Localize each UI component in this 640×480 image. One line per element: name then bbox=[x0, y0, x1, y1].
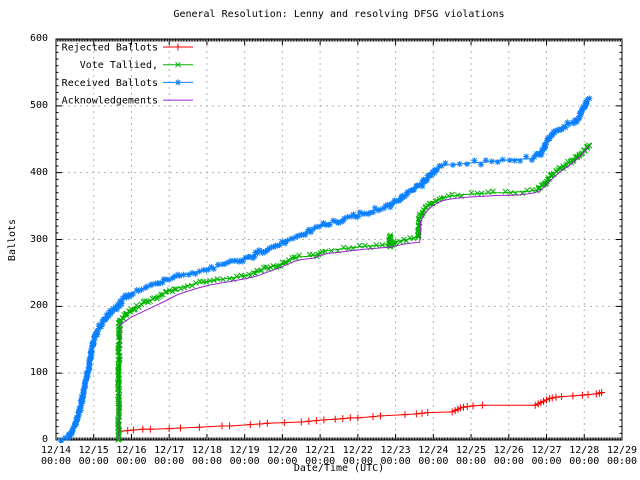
y-axis-label: Ballots bbox=[7, 218, 18, 262]
x-tick-label-12-20: 12/20 00:00 bbox=[267, 445, 298, 467]
y-tick-label-100: 100 bbox=[29, 367, 48, 379]
x-tick-label-12-23: 12/23 00:00 bbox=[380, 445, 411, 467]
x-tick-label-12-24: 12/24 00:00 bbox=[418, 445, 449, 467]
series-received-ballots-line bbox=[56, 98, 590, 441]
plot-border bbox=[55, 38, 623, 441]
legend-label-vote-tallied: Vote Tallied, bbox=[80, 60, 158, 71]
x-tick-label-12-21: 12/21 00:00 bbox=[305, 445, 336, 467]
legend-sample-vote-tallied bbox=[163, 61, 193, 68]
x-tick-label-12-25: 12/25 00:00 bbox=[456, 445, 487, 467]
legend-label-acknowledgements: Acknowledgements bbox=[62, 96, 158, 107]
x-tick-label-12-28: 12/28 00:00 bbox=[569, 445, 600, 467]
series-vote-tallied-markers bbox=[114, 142, 593, 443]
x-tick-label-12-14: 12/14 00:00 bbox=[40, 445, 72, 467]
y-tick-label-400: 400 bbox=[29, 166, 48, 178]
x-tick-label-12-27: 12/27 00:00 bbox=[531, 445, 562, 467]
x-tick-label-12-22: 12/22 00:00 bbox=[342, 445, 373, 467]
x-axis-label: Date/Time (UTC) bbox=[293, 463, 385, 474]
y-tick-label-600: 600 bbox=[29, 33, 48, 44]
y-tick-label-0: 0 bbox=[41, 434, 48, 445]
legend-sample-received-ballots bbox=[163, 79, 193, 86]
minor-ticks bbox=[56, 39, 622, 440]
x-tick-label-12-26: 12/26 00:00 bbox=[493, 445, 524, 467]
series-acknowledgements-line bbox=[118, 145, 590, 441]
series-vote-tallied-line bbox=[118, 143, 591, 440]
grid-lines bbox=[56, 39, 622, 440]
series-vote-tallied bbox=[114, 142, 593, 443]
x-tick-label-12-18: 12/18 00:00 bbox=[191, 445, 222, 467]
chart-title: General Resolution: Lenny and resolving … bbox=[173, 9, 505, 20]
series-received-ballots-markers bbox=[58, 95, 593, 443]
x-tick-label-12-16: 12/16 00:00 bbox=[116, 445, 147, 467]
legend-label-received-ballots: Received Ballots bbox=[62, 78, 158, 89]
x-tick-label-12-29: 12/29 00:00 bbox=[606, 445, 638, 467]
legend-label-rejected-ballots: Rejected Ballots bbox=[62, 43, 158, 54]
series-received-ballots bbox=[56, 95, 593, 443]
series-acknowledgements bbox=[118, 145, 590, 441]
series-rejected-ballots-line bbox=[120, 392, 602, 432]
x-tick-label-12-17: 12/17 00:00 bbox=[154, 445, 185, 467]
y-tick-label-500: 500 bbox=[29, 99, 48, 111]
x-tick-label-12-15: 12/15 00:00 bbox=[78, 445, 109, 467]
y-tick-label-200: 200 bbox=[29, 300, 48, 312]
y-tick-label-300: 300 bbox=[29, 233, 48, 245]
legend-sample-rejected-ballots bbox=[163, 43, 193, 51]
x-tick-label-12-19: 12/19 00:00 bbox=[229, 445, 260, 467]
series-rejected-ballots bbox=[116, 389, 606, 435]
